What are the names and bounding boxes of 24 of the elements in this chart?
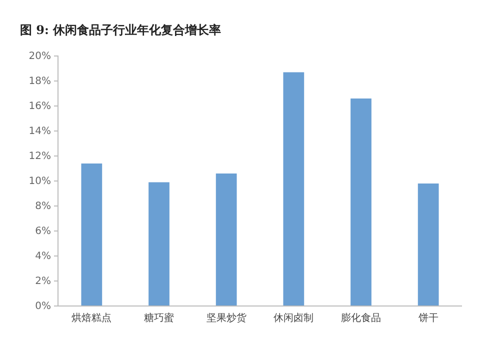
y-tick-label: 18% [28, 76, 51, 88]
x-tick-label: 饼干 [417, 312, 438, 324]
x-tick-label: 休闲卤制 [274, 312, 314, 324]
x-tick-label: 膨化食品 [341, 312, 381, 324]
x-tick-label: 糖巧蜜 [144, 312, 174, 324]
y-tick-label: 14% [28, 126, 51, 138]
x-tick-label: 坚果炒货 [206, 312, 246, 324]
x-tick-label: 烘焙糕点 [72, 312, 112, 324]
y-tick-label: 4% [35, 251, 51, 262]
chart-title: 图 9: 休闲食品子行业年化复合增长率 [20, 23, 222, 37]
bar [148, 182, 170, 306]
bar [418, 184, 439, 306]
y-tick-label: 10% [28, 176, 51, 188]
y-tick-label: 0% [35, 301, 51, 312]
bar [81, 164, 102, 306]
y-tick-label: 16% [28, 101, 51, 112]
y-tick-label: 6% [35, 226, 51, 238]
y-tick-label: 12% [28, 151, 51, 162]
bar [350, 98, 372, 306]
y-tick-label: 2% [35, 276, 51, 288]
y-tick-label: 20% [28, 51, 51, 62]
bar [283, 72, 304, 306]
y-tick-label: 8% [35, 201, 51, 212]
bar [216, 174, 237, 306]
